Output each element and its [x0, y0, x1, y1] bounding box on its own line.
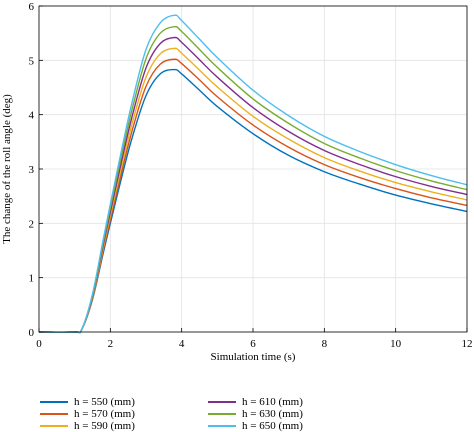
legend-swatch-3: [208, 401, 236, 403]
x-axis-label: Simulation time (s): [211, 351, 296, 363]
y-axis-label: The change of the roll angle (deg): [1, 94, 13, 244]
legend-label-5: h = 650 (mm): [242, 420, 303, 432]
legend-swatch-1: [40, 413, 68, 415]
x-tick-label-1: 2: [108, 338, 114, 350]
legend-label-0: h = 550 (mm): [74, 396, 135, 408]
y-tick-label-3: 3: [29, 164, 35, 176]
legend-swatch-0: [40, 401, 68, 403]
legend-swatch-5: [208, 425, 236, 427]
legend-swatch-2: [40, 425, 68, 427]
y-tick-label-5: 5: [29, 55, 35, 67]
x-tick-label-3: 6: [250, 338, 256, 350]
x-tick-label-5: 10: [390, 338, 402, 350]
y-tick-label-2: 2: [29, 218, 35, 230]
legend-label-2: h = 590 (mm): [74, 420, 135, 432]
legend-item-1: h = 570 (mm): [40, 408, 135, 420]
x-tick-label-2: 4: [179, 338, 185, 350]
legend: h = 550 (mm) h = 570 (mm) h = 590 (mm) h = …: [40, 396, 460, 432]
y-tick-label-4: 4: [29, 110, 35, 122]
legend-item-4: h = 630 (mm): [208, 408, 303, 420]
series-line-5: [38, 14, 468, 334]
legend-item-5: h = 650 (mm): [208, 420, 303, 432]
x-tick-label-0: 0: [36, 338, 42, 350]
y-tick-label-0: 0: [29, 327, 35, 339]
legend-item-2: h = 590 (mm): [40, 420, 135, 432]
legend-label-1: h = 570 (mm): [74, 408, 135, 420]
legend-label-3: h = 610 (mm): [242, 396, 303, 408]
legend-label-4: h = 630 (mm): [242, 408, 303, 420]
x-axis-ticks: 0 2 4 6 8 10 12: [36, 328, 473, 350]
y-tick-label-6: 6: [29, 1, 35, 13]
legend-swatch-4: [208, 413, 236, 415]
x-tick-label-6: 12: [462, 338, 473, 350]
y-tick-label-1: 1: [29, 273, 35, 285]
x-tick-label-4: 8: [322, 338, 328, 350]
legend-item-3: h = 610 (mm): [208, 396, 303, 408]
grid: [38, 5, 468, 333]
y-axis-ticks: 0 1 2 3 4 5 6: [29, 1, 43, 339]
series-lines: [38, 14, 468, 334]
legend-item-0: h = 550 (mm): [40, 396, 135, 408]
